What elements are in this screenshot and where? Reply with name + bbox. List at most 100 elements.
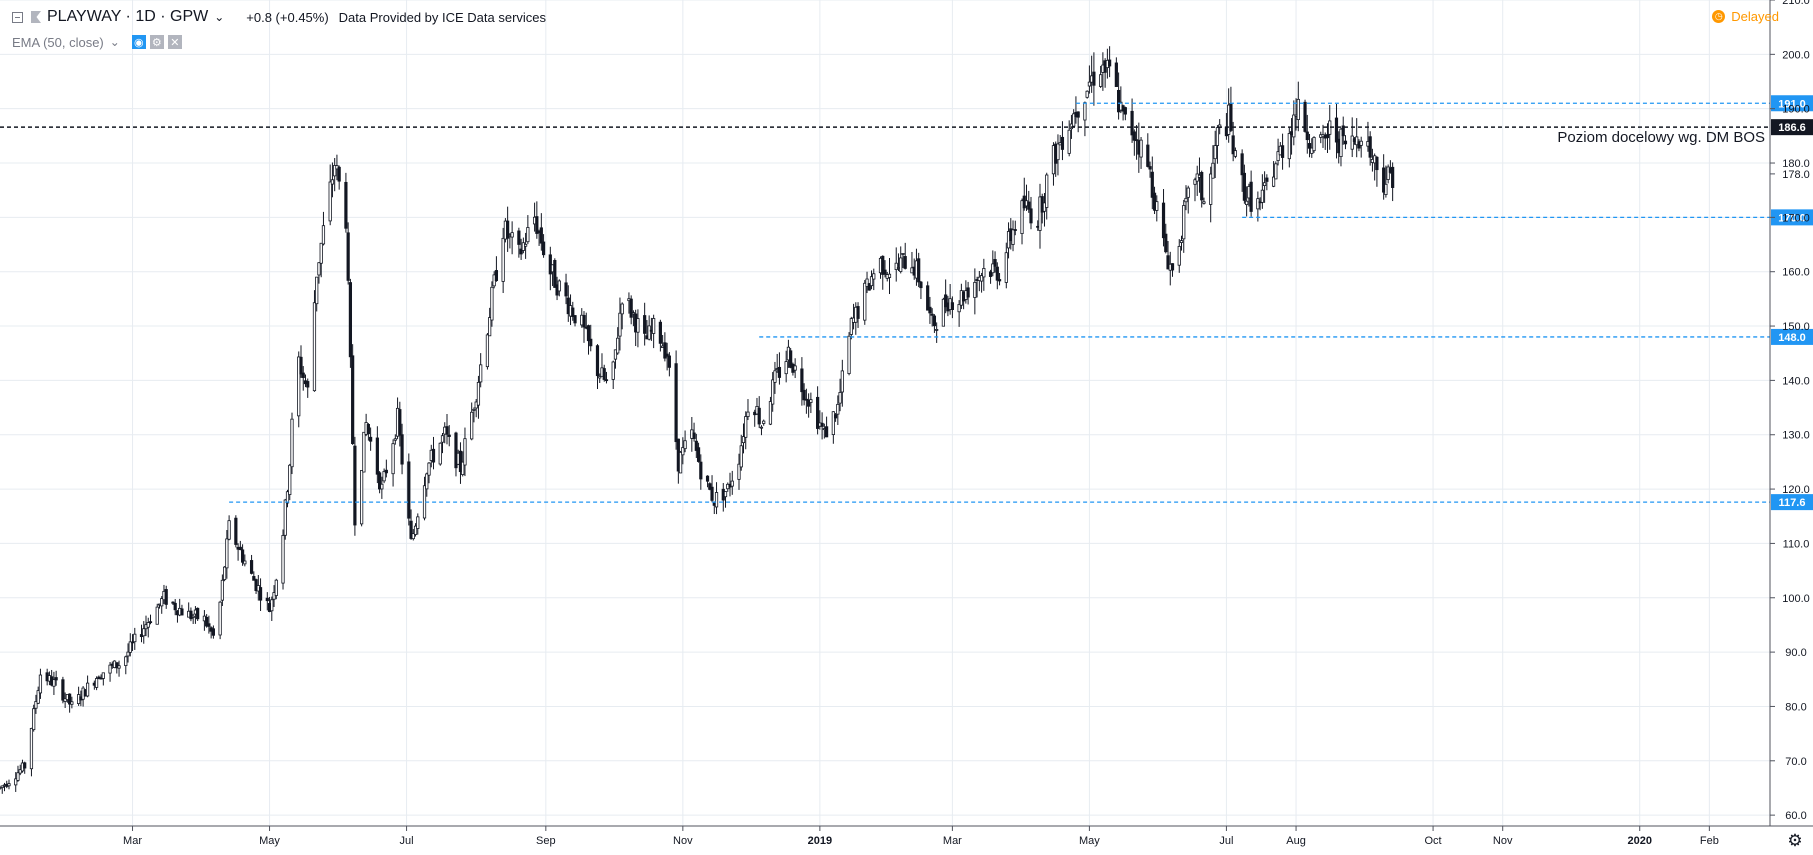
x-tick-label: 2020: [1627, 835, 1651, 847]
y-tick-label: 170.0: [1782, 212, 1810, 224]
candle-body: [249, 560, 254, 574]
candle-body: [211, 628, 215, 636]
candle-body: [407, 461, 411, 519]
candle-body: [285, 491, 290, 504]
candle-body: [1229, 103, 1233, 131]
candle-body: [1368, 136, 1372, 158]
candle-body: [240, 549, 245, 563]
candle-body: [737, 463, 741, 480]
candle-body: [391, 443, 395, 475]
candle-body: [1020, 200, 1024, 234]
candle-body: [461, 461, 465, 476]
candle-body: [678, 451, 683, 474]
candle-body: [1164, 233, 1168, 253]
x-tick-label: May: [1079, 835, 1100, 847]
delayed-badge[interactable]: ◷ Delayed: [1712, 6, 1779, 26]
candle-body: [63, 698, 67, 702]
candle-body: [54, 677, 58, 681]
candle-body: [142, 628, 146, 637]
candle-body: [115, 662, 119, 669]
symbol-title[interactable]: PLAYWAY · 1D · GPW: [47, 8, 209, 25]
close-icon[interactable]: ✕: [167, 35, 182, 49]
candle-body: [643, 315, 647, 334]
level-price-tag: [1771, 95, 1813, 112]
candle-body: [1339, 128, 1343, 158]
candle-body: [631, 312, 636, 315]
candle-body: [629, 298, 633, 318]
y-tick-label: 90.0: [1785, 647, 1806, 659]
candle-body: [950, 302, 954, 310]
candle-body: [865, 278, 869, 287]
data-source: Data Provided by ICE Data services: [338, 9, 547, 25]
candle-body: [928, 306, 932, 314]
candle-body: [589, 338, 593, 347]
candle-body: [616, 337, 620, 354]
candle-body: [375, 437, 379, 475]
candle-body: [398, 409, 402, 436]
flag-icon: [31, 11, 41, 23]
candle-body: [1092, 71, 1096, 86]
candle-body: [220, 579, 224, 601]
candle-body: [1350, 135, 1354, 150]
candle-body: [816, 396, 820, 429]
candle-body: [1386, 166, 1390, 180]
candle-body: [126, 651, 130, 657]
candle-body: [881, 255, 885, 275]
visibility-icon[interactable]: ◉: [131, 35, 146, 49]
y-tick-label: 140.0: [1782, 375, 1810, 387]
chart-header: PLAYWAY · 1D · GPW ⌄ +0.8 (+0.45%) Data …: [0, 0, 900, 58]
candle-body: [315, 276, 319, 305]
candle-body: [173, 602, 177, 611]
price-change: +0.8 (+0.45%): [246, 9, 329, 25]
chevron-down-icon[interactable]: ⌄: [214, 10, 225, 24]
candle-body: [804, 398, 808, 401]
candle-body: [281, 535, 285, 584]
candle-body: [1260, 189, 1264, 203]
candle-body: [1249, 181, 1253, 212]
y-tick-label: 160.0: [1782, 267, 1810, 279]
x-tick-label: Jul: [400, 835, 414, 847]
settings-icon[interactable]: ⚙: [149, 35, 164, 49]
candle-body: [400, 434, 404, 465]
candle-body: [128, 641, 132, 653]
candle-body: [333, 165, 337, 177]
indicator-label[interactable]: EMA (50, close): [12, 34, 104, 50]
candle-body: [369, 436, 373, 442]
candle-body: [1087, 81, 1092, 87]
level-price-tag: [1771, 209, 1813, 226]
y-tick-label: 190.0: [1782, 104, 1810, 116]
candle-body: [1242, 172, 1246, 201]
candle-body: [744, 416, 748, 438]
candle-body: [872, 273, 876, 280]
candle-body: [838, 392, 842, 404]
candle-body: [665, 353, 669, 357]
candle-body: [1148, 166, 1152, 170]
gear-icon[interactable]: ⚙: [1787, 831, 1803, 850]
candle-body: [252, 576, 256, 581]
candle-body: [52, 679, 56, 687]
candle-body: [535, 216, 539, 234]
candle-body: [517, 230, 521, 245]
indicator-chevron-icon[interactable]: ⌄: [109, 35, 120, 49]
candle-body: [196, 607, 200, 620]
candle-body: [258, 587, 263, 601]
level-price-label: 186.6: [1778, 122, 1806, 134]
collapse-icon[interactable]: [12, 11, 23, 23]
candle-body: [683, 440, 687, 450]
candle-body: [784, 361, 788, 375]
candle-body: [548, 254, 552, 275]
candle-body: [1274, 163, 1278, 180]
y-tick-label: 60.0: [1785, 810, 1806, 822]
candle-body: [847, 335, 851, 374]
candle-body: [337, 166, 341, 182]
candle-body: [699, 461, 703, 480]
candle-body: [1166, 255, 1170, 270]
candle-body: [1280, 145, 1285, 158]
candle-body: [1117, 89, 1121, 113]
target-level-annotation: Poziom docelowy wg. DM BOS: [1557, 129, 1765, 146]
candle-body: [833, 414, 838, 419]
candle-body: [1391, 166, 1395, 188]
candle-body: [1038, 196, 1042, 231]
candle-body: [1182, 205, 1186, 240]
